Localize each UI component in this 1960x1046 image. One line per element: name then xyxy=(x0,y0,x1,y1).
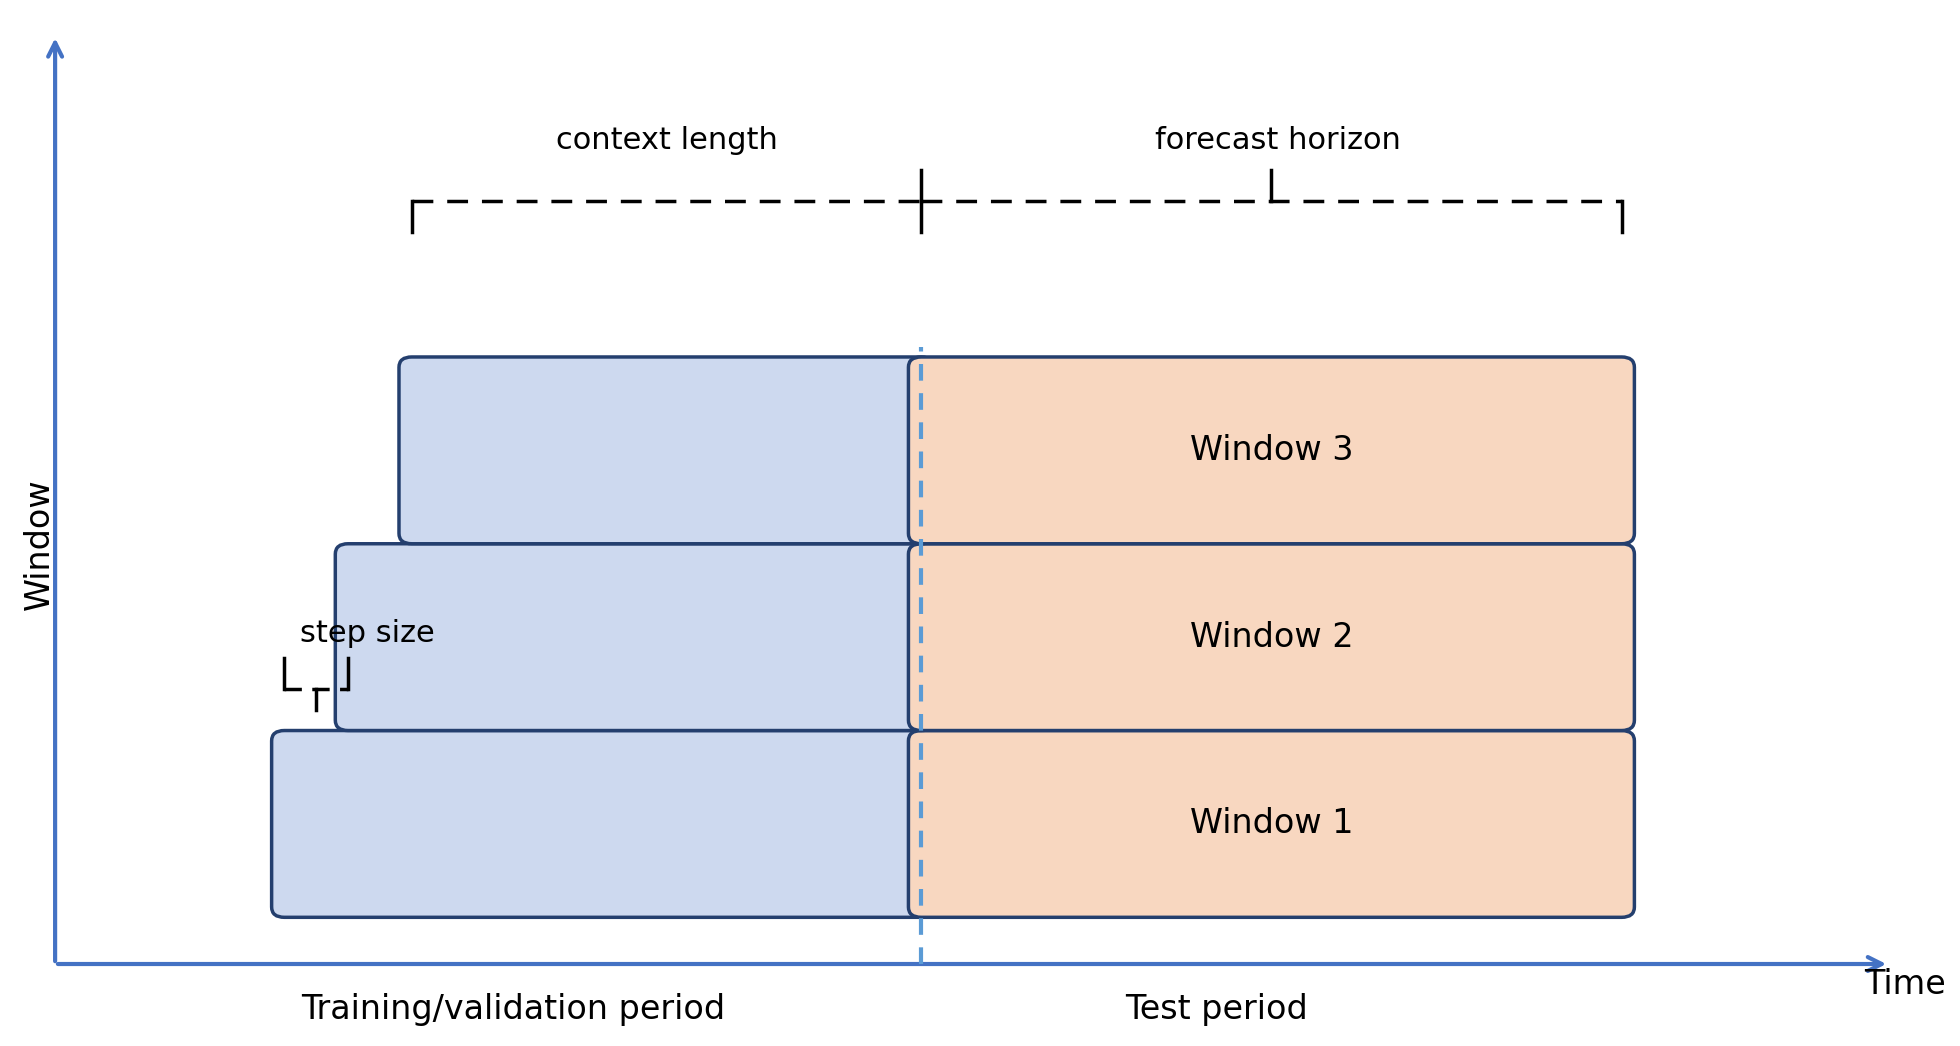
Text: Time: Time xyxy=(1864,969,1946,1001)
FancyBboxPatch shape xyxy=(907,544,1635,730)
Text: step size: step size xyxy=(300,618,435,647)
Text: Window 3: Window 3 xyxy=(1190,434,1352,467)
Text: Test period: Test period xyxy=(1125,994,1307,1026)
Text: Window: Window xyxy=(24,478,57,610)
Text: Window 2: Window 2 xyxy=(1190,620,1352,654)
FancyBboxPatch shape xyxy=(272,730,933,917)
FancyBboxPatch shape xyxy=(400,357,933,544)
FancyBboxPatch shape xyxy=(907,357,1635,544)
FancyBboxPatch shape xyxy=(907,730,1635,917)
Text: context length: context length xyxy=(555,126,778,155)
Text: Window 1: Window 1 xyxy=(1190,808,1352,840)
Text: forecast horizon: forecast horizon xyxy=(1154,126,1401,155)
FancyBboxPatch shape xyxy=(335,544,933,730)
Text: Training/validation period: Training/validation period xyxy=(302,994,725,1026)
